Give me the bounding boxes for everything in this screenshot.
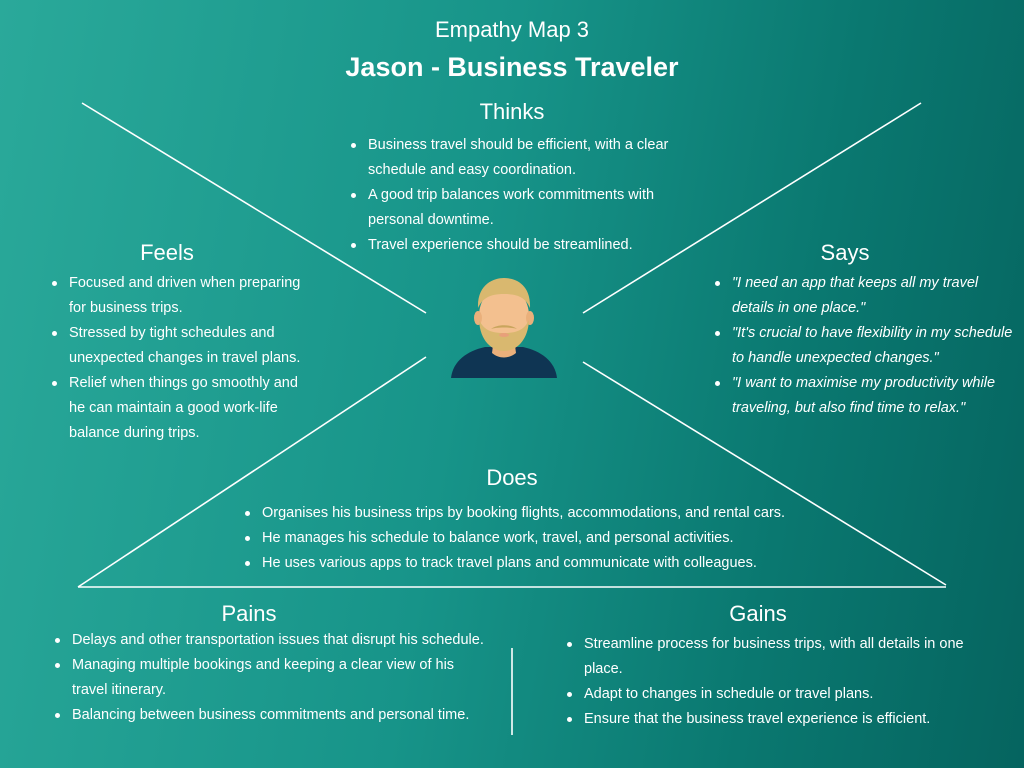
divider-line-bottom-right [582, 361, 947, 586]
feels-item: Stressed by tight schedules and unexpect… [49, 321, 317, 371]
gains-item: Streamline process for business trips, w… [564, 632, 964, 682]
pains-item: Balancing between business commitments a… [52, 703, 492, 728]
pains-heading: Pains [221, 601, 277, 626]
thinks-heading: Thinks [479, 99, 545, 124]
does-heading: Does [486, 465, 538, 490]
gains-heading: Gains [729, 601, 787, 626]
pains-item: Managing multiple bookings and keeping a… [52, 653, 492, 703]
pains-list: Delays and other transportation issues t… [52, 628, 492, 728]
says-list: "I need an app that keeps all my travel … [712, 271, 1016, 421]
gains-item: Adapt to changes in schedule or travel p… [564, 682, 964, 707]
bearded-man-avatar-icon [451, 278, 557, 378]
says-item: "I need an app that keeps all my travel … [712, 271, 1016, 321]
feels-item: Relief when things go smoothly and he ca… [49, 371, 317, 446]
pains-item: Delays and other transportation issues t… [52, 628, 492, 653]
thinks-item: Travel experience should be streamlined. [348, 233, 693, 258]
says-heading: Says [820, 240, 870, 265]
persona-title: Jason - Business Traveler [345, 52, 679, 82]
thinks-item: Business travel should be efficient, wit… [348, 133, 693, 183]
feels-item: Focused and driven when preparing for bu… [49, 271, 317, 321]
does-item: He manages his schedule to balance work,… [242, 526, 822, 551]
feels-heading: Feels [140, 240, 194, 265]
says-item: "I want to maximise my productivity whil… [712, 371, 1016, 421]
thinks-list: Business travel should be efficient, wit… [348, 133, 693, 258]
says-item: "It's crucial to have flexibility in my … [712, 321, 1016, 371]
divider-line-top-right [582, 102, 922, 314]
map-subtitle: Empathy Map 3 [434, 17, 590, 42]
does-item: Organises his business trips by booking … [242, 501, 822, 526]
gains-item: Ensure that the business travel experien… [564, 707, 964, 732]
divider-line-top-left [81, 102, 427, 314]
thinks-item: A good trip balances work commitments wi… [348, 183, 693, 233]
gains-list: Streamline process for business trips, w… [564, 632, 964, 732]
does-list: Organises his business trips by booking … [242, 501, 822, 576]
does-item: He uses various apps to track travel pla… [242, 551, 822, 576]
divider-line-bottom-left [77, 356, 427, 588]
feels-list: Focused and driven when preparing for bu… [49, 271, 317, 446]
persona-avatar [449, 275, 559, 379]
